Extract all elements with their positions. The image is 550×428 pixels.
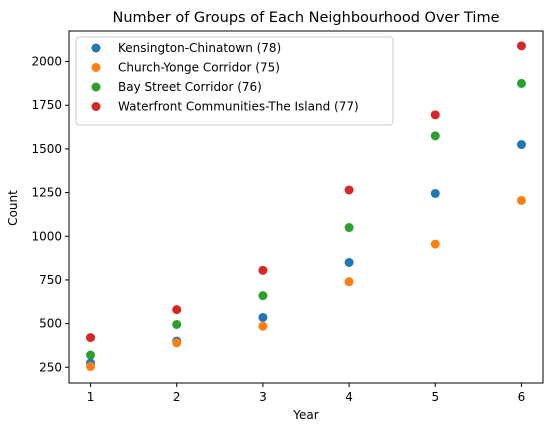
legend-marker <box>91 63 101 72</box>
data-point <box>344 277 354 287</box>
data-point <box>344 185 354 195</box>
data-point <box>172 319 182 329</box>
y-tick-label: 250 <box>39 360 62 374</box>
data-point <box>516 78 526 88</box>
x-axis-label: Year <box>292 408 318 422</box>
y-tick-label: 1500 <box>31 142 62 156</box>
y-tick-label: 1750 <box>31 98 62 112</box>
x-tick-label: 1 <box>87 390 95 404</box>
data-point <box>258 265 268 275</box>
legend-marker <box>91 43 101 53</box>
data-point <box>172 305 182 315</box>
data-point <box>86 350 96 360</box>
legend-label: Kensington-Chinatown (78) <box>118 41 281 55</box>
legend-label: Church-Yonge Corridor (75) <box>118 61 280 75</box>
x-tick-label: 6 <box>518 390 526 404</box>
data-point <box>430 131 440 141</box>
data-point <box>430 239 440 249</box>
data-point <box>516 195 526 205</box>
axes <box>68 30 544 384</box>
legend-marker <box>91 102 101 111</box>
y-tick-label: 2000 <box>31 55 62 69</box>
y-tick-label: 750 <box>39 273 62 287</box>
axis-ticks: 1 2 3 4 5 6 250 500 750 1000 1250 1500 1750 2000 <box>31 55 525 404</box>
legend-marker <box>91 82 101 92</box>
y-axis-label: Count <box>6 190 20 226</box>
x-tick-label: 3 <box>259 390 267 404</box>
data-point <box>516 140 526 150</box>
data-points <box>86 41 526 371</box>
x-tick-label: 2 <box>173 390 181 404</box>
data-point <box>430 110 440 120</box>
y-tick-label: 1250 <box>31 186 62 200</box>
x-tick-label: 4 <box>345 390 353 404</box>
data-point <box>258 312 268 322</box>
legend-label: Bay Street Corridor (76) <box>118 80 262 94</box>
chart-title: Number of Groups of Each Neighbourhood O… <box>112 10 499 26</box>
y-tick-label: 1000 <box>31 229 62 243</box>
data-point <box>258 291 268 301</box>
legend-label: Waterfront Communities-The Island (77) <box>118 100 359 114</box>
plot-frame <box>68 30 544 384</box>
data-point <box>86 333 96 343</box>
x-tick-label: 5 <box>431 390 439 404</box>
data-point <box>172 338 182 348</box>
y-tick-label: 500 <box>39 317 62 331</box>
data-point <box>344 257 354 267</box>
data-point <box>258 321 268 331</box>
legend-box <box>75 36 394 126</box>
data-point <box>516 41 526 51</box>
data-point <box>86 361 96 371</box>
data-point <box>344 223 354 233</box>
data-point <box>430 188 440 198</box>
legend: Kensington-Chinatown (78) Church-Yonge Co… <box>75 36 394 126</box>
